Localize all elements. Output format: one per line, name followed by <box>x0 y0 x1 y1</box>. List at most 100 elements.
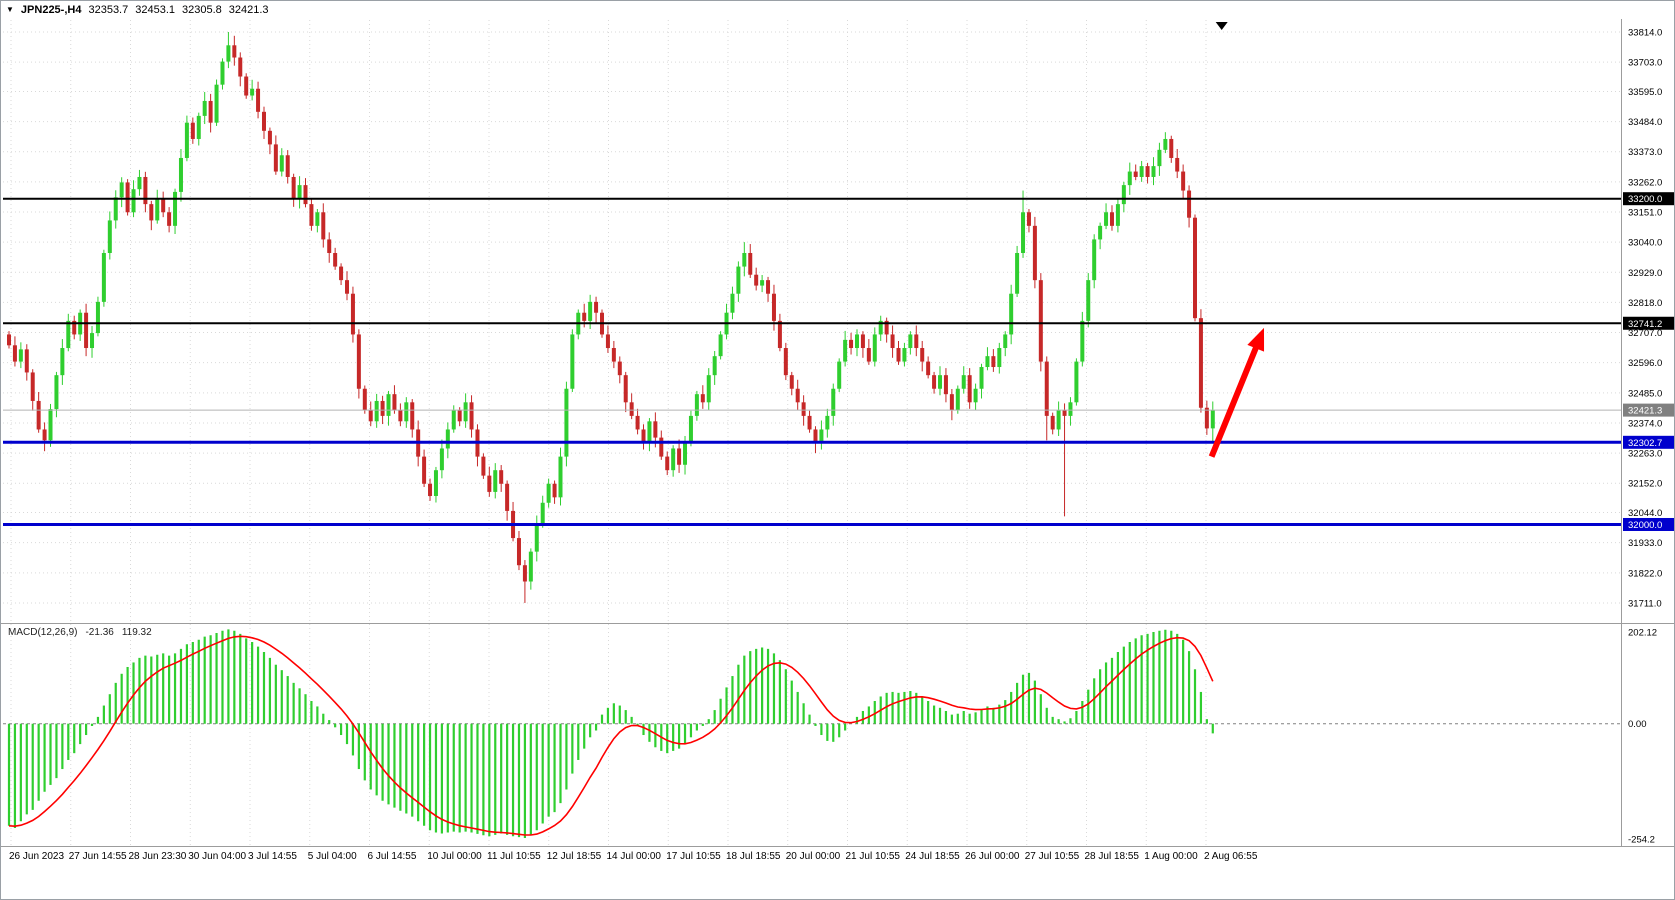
candle <box>493 463 498 499</box>
candle <box>1109 205 1114 231</box>
price-tick-label: 32818.0 <box>1628 298 1662 309</box>
horizontal-levels[interactable]: 33200.0 32741.2 32421.3 32302.7 32000.0 <box>3 192 1675 531</box>
symbol-dropdown-icon[interactable]: ▼ <box>6 5 14 14</box>
candle <box>60 339 65 385</box>
candle <box>872 327 877 367</box>
candle <box>694 390 699 421</box>
candle <box>12 336 17 367</box>
candle <box>1121 181 1126 213</box>
candle <box>985 347 990 371</box>
candle <box>991 349 996 372</box>
candle <box>854 329 859 357</box>
candle <box>1021 190 1026 258</box>
candle <box>1139 160 1144 182</box>
candle <box>884 317 889 343</box>
candle <box>78 309 83 341</box>
price-tag-label: 33200.0 <box>1628 194 1662 205</box>
candle <box>866 339 871 365</box>
candle <box>279 148 284 177</box>
price-tick-label: 32374.0 <box>1628 418 1662 429</box>
candle <box>267 127 272 155</box>
candle <box>1163 132 1168 154</box>
candle <box>410 399 415 438</box>
trend-arrow[interactable] <box>1208 327 1265 458</box>
candle <box>730 286 735 320</box>
time-axis-label: 3 Jul 14:55 <box>248 851 297 862</box>
macd-indicator-label: MACD(12,26,9) -21.36 119.32 <box>8 627 152 638</box>
candle <box>1198 309 1203 413</box>
time-axis-label: 5 Jul 04:00 <box>308 851 357 862</box>
candle <box>1044 356 1049 441</box>
price-tick-label: 32044.0 <box>1628 508 1662 519</box>
candle <box>997 342 1002 374</box>
time-axis-label: 10 Jul 00:00 <box>427 851 482 862</box>
candle <box>161 191 166 218</box>
price-tag-label: 32302.7 <box>1628 438 1662 449</box>
candle <box>232 35 237 66</box>
candle <box>101 249 106 307</box>
candle <box>564 381 569 467</box>
candle <box>30 369 35 411</box>
time-axis-label: 28 Jul 18:55 <box>1085 851 1140 862</box>
candle <box>505 480 510 521</box>
time-axis-label: 18 Jul 18:55 <box>726 851 781 862</box>
candle <box>760 274 765 293</box>
candle <box>1068 397 1073 426</box>
candle <box>24 344 29 381</box>
candle <box>1050 412 1055 435</box>
candle <box>973 383 978 411</box>
candle <box>48 403 53 447</box>
candle <box>665 451 670 476</box>
candle <box>1015 245 1020 297</box>
candle <box>7 331 11 349</box>
candle <box>184 115 189 162</box>
candle <box>374 393 379 428</box>
time-axis-label: 26 Jul 00:00 <box>965 851 1020 862</box>
candle <box>487 466 492 497</box>
ohlc-open-value: 32353.7 <box>88 4 129 16</box>
candle <box>511 501 516 542</box>
price-tag <box>1623 316 1674 330</box>
price-tag-label: 32421.3 <box>1628 406 1662 417</box>
candle <box>576 309 581 340</box>
time-axis[interactable]: 26 Jun 2023 27 Jun 14:55 28 Jun 23:30 30 Ju… <box>9 851 1258 862</box>
candle <box>1169 135 1174 163</box>
candle <box>362 385 367 414</box>
candle <box>813 426 818 454</box>
price-tag <box>1623 192 1674 206</box>
macd-tick-label: 0.00 <box>1628 719 1647 730</box>
candle <box>890 325 895 358</box>
macd-tick-label: -254.2 <box>1628 835 1655 846</box>
price-tag <box>1623 435 1674 449</box>
price-tick-label: 31933.0 <box>1628 538 1662 549</box>
panel-separators <box>1 19 1674 847</box>
price-tick-label: 32929.0 <box>1628 268 1662 279</box>
candle <box>84 303 89 357</box>
candle <box>1104 203 1109 230</box>
price-tick-label: 32485.0 <box>1628 388 1662 399</box>
candle <box>849 332 854 355</box>
candle <box>671 445 676 477</box>
candle <box>961 366 966 394</box>
candle <box>42 422 47 452</box>
candle <box>967 368 972 409</box>
candle <box>926 356 931 379</box>
price-tick-label: 31822.0 <box>1628 568 1662 579</box>
candle <box>1026 209 1031 233</box>
time-axis-label: 27 Jul 10:55 <box>1025 851 1080 862</box>
chart-shift-marker-icon[interactable] <box>1215 22 1228 30</box>
price-axis[interactable]: 33814.0 33703.0 33595.0 33484.0 33373.0 33262… <box>1628 28 1662 610</box>
candle <box>499 465 504 492</box>
ohlc-high-value: 32453.1 <box>135 4 175 16</box>
candle <box>528 548 533 590</box>
price-tick-label: 32152.0 <box>1628 479 1662 490</box>
candle <box>137 169 142 196</box>
candle <box>178 149 183 202</box>
price-tick-label: 32263.0 <box>1628 449 1662 460</box>
candle <box>167 207 172 233</box>
candle <box>700 385 705 409</box>
candle <box>1181 164 1186 199</box>
candle <box>155 189 160 224</box>
candle <box>439 439 444 479</box>
